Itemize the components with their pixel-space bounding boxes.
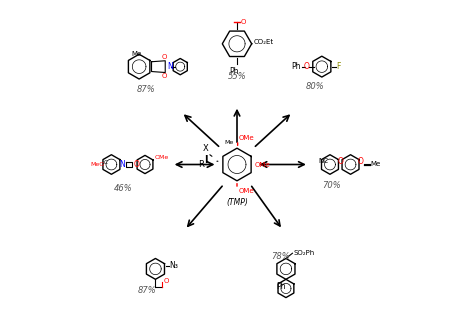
Text: Ph: Ph xyxy=(291,62,301,71)
Text: F: F xyxy=(336,62,340,71)
Text: OMe: OMe xyxy=(255,162,271,167)
Text: O: O xyxy=(241,19,246,25)
Text: MeO: MeO xyxy=(91,162,105,167)
Text: 70%: 70% xyxy=(322,181,341,190)
Text: 80%: 80% xyxy=(306,82,325,91)
Text: 55%: 55% xyxy=(228,72,246,81)
Text: O: O xyxy=(358,157,364,166)
Text: ₂C: ₂C xyxy=(103,160,109,165)
Text: 46%: 46% xyxy=(113,184,132,193)
Text: Me: Me xyxy=(224,140,234,145)
Text: Ph: Ph xyxy=(276,282,286,291)
Text: Me: Me xyxy=(371,161,381,166)
Text: O: O xyxy=(338,157,344,166)
Text: O: O xyxy=(162,54,167,60)
Text: O: O xyxy=(162,73,167,79)
Text: Ph: Ph xyxy=(229,67,239,76)
Text: Me: Me xyxy=(131,51,141,57)
Text: O: O xyxy=(134,160,140,169)
Text: 78%: 78% xyxy=(272,252,291,261)
Text: 87%: 87% xyxy=(137,85,155,93)
Text: X: X xyxy=(203,144,209,153)
Text: N: N xyxy=(119,160,125,169)
Text: O: O xyxy=(303,62,309,71)
Text: (TMP): (TMP) xyxy=(226,197,248,207)
Text: SO₂Ph: SO₂Ph xyxy=(293,250,314,256)
Text: OMe: OMe xyxy=(155,156,169,161)
Text: I: I xyxy=(204,155,208,164)
Text: NC: NC xyxy=(319,158,328,164)
Text: OMe: OMe xyxy=(238,188,254,193)
Text: N₃: N₃ xyxy=(170,261,178,270)
Text: 87%: 87% xyxy=(138,286,157,295)
Text: O: O xyxy=(164,278,169,284)
Text: N: N xyxy=(167,62,173,71)
Text: OMe: OMe xyxy=(239,136,255,141)
Text: CO₂Et: CO₂Et xyxy=(253,39,273,45)
Text: R: R xyxy=(198,160,204,169)
